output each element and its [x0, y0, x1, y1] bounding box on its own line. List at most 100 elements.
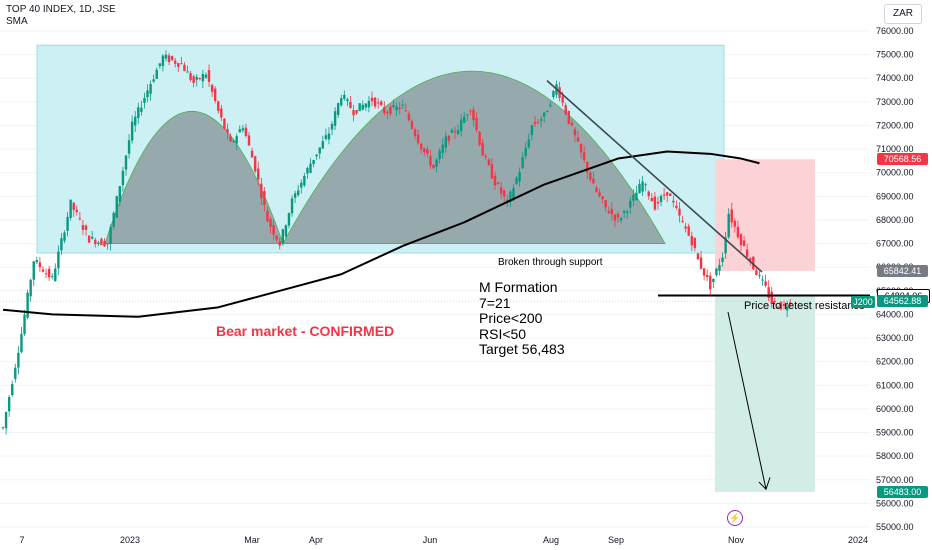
symbol-tag[interactable]: J200 [851, 296, 875, 308]
candle-body [63, 232, 66, 241]
candle-body [592, 178, 595, 184]
candle-body [383, 106, 386, 113]
candle-body [472, 109, 475, 120]
bear-market-label: Bear market - CONFIRMED [216, 323, 395, 339]
candle-body [527, 139, 531, 148]
candle-body [275, 235, 278, 240]
candle-body [198, 78, 201, 80]
formation-line: RSI<50 [479, 325, 527, 342]
y-tick-label: 59000.00 [876, 428, 914, 438]
candle-body [103, 240, 106, 247]
candle-body [367, 100, 371, 108]
candle-body [709, 275, 712, 290]
candle-body [60, 238, 63, 251]
candle-body [143, 98, 146, 103]
candle-body [690, 235, 693, 246]
candle-body [721, 257, 724, 262]
candle-body [487, 159, 491, 165]
candle-body [413, 129, 417, 137]
candle-body [158, 63, 162, 67]
y-tick-label: 60000.00 [876, 404, 914, 414]
candle-body [724, 237, 727, 254]
candle-body [14, 367, 17, 380]
y-tick-label: 68000.00 [876, 215, 914, 225]
candle-body [518, 172, 521, 182]
formation-line: M Formation [479, 279, 558, 295]
candle-body [217, 101, 220, 111]
candle-body [576, 137, 580, 142]
candle-body [705, 274, 709, 278]
candle-body [115, 196, 118, 218]
candle-body [512, 188, 515, 200]
y-tick-label: 67000.00 [876, 239, 914, 249]
candle-body [447, 135, 451, 141]
y-tick-label: 74000.00 [876, 73, 914, 83]
candle-body [392, 104, 395, 108]
candle-body [659, 195, 663, 202]
price-label: 56483.00 [877, 485, 928, 498]
currency-badge[interactable]: ZAR [884, 4, 922, 24]
candle-body [586, 161, 589, 173]
candle-body [435, 159, 438, 167]
candle-body [100, 238, 103, 246]
candle-body [4, 412, 8, 429]
candle-body [97, 242, 100, 245]
candle-body [456, 130, 460, 135]
candle-body [696, 253, 700, 260]
candle-body [241, 128, 245, 131]
x-tick-label: Sep [608, 535, 624, 545]
candle-body [626, 211, 629, 213]
candle-body [17, 352, 20, 368]
candle-body [779, 301, 783, 310]
x-tick-label: 2024 [848, 535, 868, 545]
symbol-title: TOP 40 INDEX, 1D, JSE [6, 4, 116, 15]
candle-body [90, 236, 94, 239]
candle-body [29, 279, 32, 297]
candle-body [650, 198, 654, 202]
formation-notes: M Formation 7=21 Price<200 RSI<50 Target… [479, 279, 565, 358]
price-label: 70568.56 [877, 153, 928, 166]
y-tick-label: 71000.00 [876, 144, 914, 154]
candle-body [441, 144, 444, 154]
candle-body [134, 116, 137, 126]
candle-body [352, 110, 355, 116]
candle-body [610, 209, 614, 215]
candle-body [229, 136, 232, 142]
candle-body [137, 107, 140, 119]
candle-body [785, 306, 789, 311]
candle-body [174, 60, 177, 64]
candle-body [253, 156, 257, 172]
candle-body [303, 175, 306, 186]
y-tick-label: 72000.00 [876, 120, 914, 130]
candle-body [35, 260, 39, 263]
candle-body [506, 199, 509, 201]
candle-body [579, 143, 583, 153]
candle-body [250, 150, 254, 158]
indicator-label[interactable]: SMA [6, 16, 28, 27]
candle-body [330, 123, 334, 130]
lightning-icon[interactable]: ⚡ [727, 510, 743, 526]
trend-line [546, 80, 763, 273]
candle-body [530, 125, 534, 136]
y-tick-label: 57000.00 [876, 475, 914, 485]
x-tick-label: 2023 [120, 535, 140, 545]
candle-body [524, 147, 527, 157]
candle-body [687, 226, 690, 236]
candle-body [549, 104, 552, 106]
candle-body [263, 191, 266, 205]
candle-body [81, 225, 85, 230]
candle-body [681, 220, 684, 222]
candle-body [155, 69, 158, 79]
candle-body [702, 268, 706, 276]
candle-body [767, 287, 770, 298]
candle-body [662, 194, 666, 196]
arrow-head [758, 477, 771, 491]
candle-body [149, 84, 152, 94]
candle-body [444, 136, 447, 148]
candle-body [776, 307, 780, 309]
candle-body [635, 192, 638, 201]
candle-body [755, 270, 758, 276]
candle-body [106, 242, 109, 245]
candle-body [164, 54, 168, 59]
